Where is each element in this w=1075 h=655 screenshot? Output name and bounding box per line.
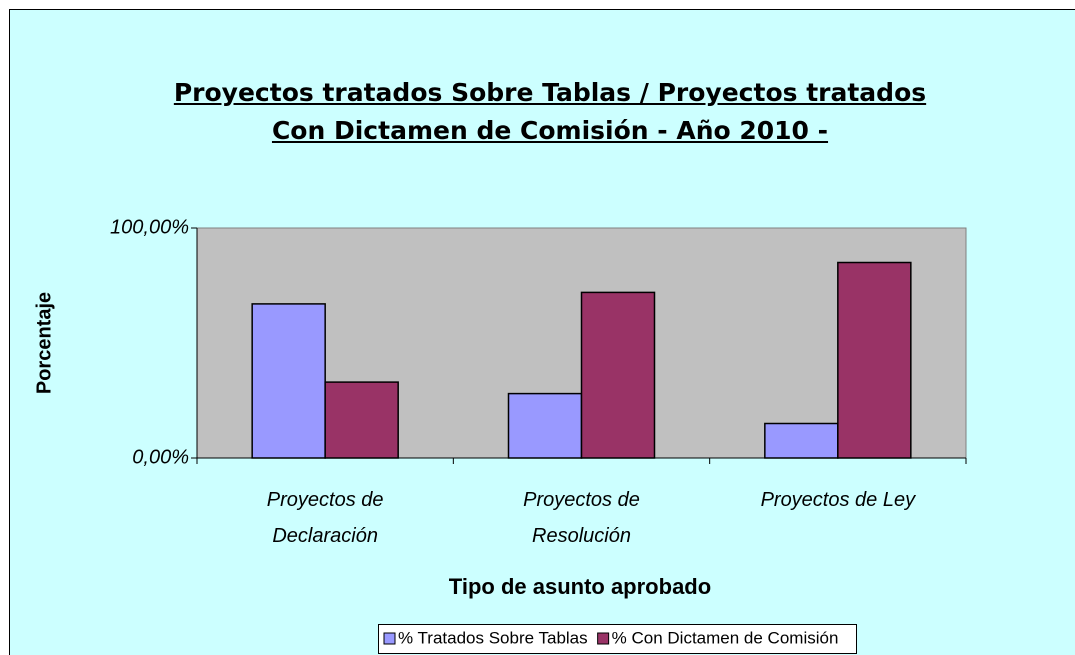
- chart-title: Proyectos tratados Sobre Tablas / Proyec…: [173, 78, 927, 145]
- legend-swatch: [597, 632, 610, 645]
- legend-swatch: [383, 632, 396, 645]
- legend-label: % Con Dictamen de Comisión: [612, 628, 839, 647]
- x-axis-label: Tipo de asunto aprobado: [449, 574, 711, 599]
- bar: [251, 303, 326, 459]
- bar: [507, 392, 583, 459]
- legend-label: % Tratados Sobre Tablas: [398, 628, 588, 647]
- y-tick-label: 100,00%: [110, 216, 189, 238]
- y-axis-label: Porcentaje: [33, 292, 55, 394]
- legend-box: [378, 624, 857, 654]
- bar: [580, 291, 656, 459]
- x-tick-label: Proyectos de Ley: [760, 489, 916, 511]
- x-tick-label: Proyectos de Declaración: [266, 489, 384, 547]
- bar: [324, 381, 399, 459]
- bar: [837, 261, 912, 459]
- x-tick-label: Proyectos de Resolución: [523, 489, 640, 547]
- bar: [764, 422, 839, 459]
- y-tick-label: 0,00%: [132, 446, 189, 468]
